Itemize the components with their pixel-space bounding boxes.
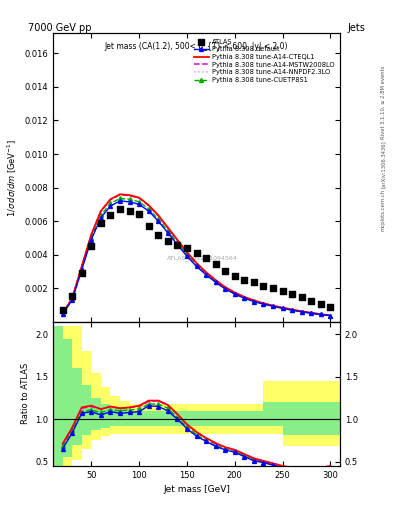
Y-axis label: $1/\sigma\,d\sigma/dm\;[\mathrm{GeV}^{-1}]$: $1/\sigma\,d\sigma/dm\;[\mathrm{GeV}^{-1…	[6, 138, 19, 217]
Point	[88, 242, 94, 250]
Point	[127, 207, 133, 215]
Point	[59, 306, 66, 314]
Point	[231, 272, 238, 281]
Point	[222, 266, 228, 274]
Point	[213, 260, 219, 268]
Point	[69, 292, 75, 300]
Point	[174, 241, 180, 249]
Point	[165, 237, 171, 245]
Text: mcplots.cern.ch: mcplots.cern.ch	[381, 189, 386, 231]
Point	[203, 254, 209, 262]
Point	[327, 303, 334, 311]
Point	[136, 210, 142, 219]
Point	[241, 275, 248, 284]
Point	[184, 244, 190, 252]
Legend: ATLAS, Pythia 8.308 default, Pythia 8.308 tune-A14-CTEQL1, Pythia 8.308 tune-A14: ATLAS, Pythia 8.308 default, Pythia 8.30…	[192, 37, 337, 85]
Text: Jet mass (CA(1.2), 500< p_{T} < 600, |y| < 2.0): Jet mass (CA(1.2), 500< p_{T} < 600, |y|…	[105, 42, 288, 51]
Point	[155, 230, 162, 239]
Point	[260, 282, 266, 290]
Point	[98, 219, 104, 227]
Point	[107, 211, 114, 219]
Text: Rivet 3.1.10, ≥ 2.8M events: Rivet 3.1.10, ≥ 2.8M events	[381, 66, 386, 139]
X-axis label: Jet mass [GeV]: Jet mass [GeV]	[163, 485, 230, 495]
Y-axis label: Ratio to ATLAS: Ratio to ATLAS	[20, 363, 29, 424]
Point	[79, 269, 85, 277]
Point	[193, 249, 200, 257]
Point	[145, 222, 152, 230]
Point	[318, 300, 324, 308]
Text: ATLAS_2012_I1094564: ATLAS_2012_I1094564	[167, 255, 238, 261]
Point	[251, 278, 257, 286]
Point	[289, 289, 295, 297]
Point	[117, 205, 123, 214]
Point	[299, 293, 305, 301]
Text: Jets: Jets	[348, 23, 365, 33]
Point	[279, 287, 286, 295]
Point	[270, 284, 276, 292]
Point	[308, 296, 314, 305]
Text: 7000 GeV pp: 7000 GeV pp	[28, 23, 91, 33]
Text: [arXiv:1306.3436]: [arXiv:1306.3436]	[381, 140, 386, 188]
